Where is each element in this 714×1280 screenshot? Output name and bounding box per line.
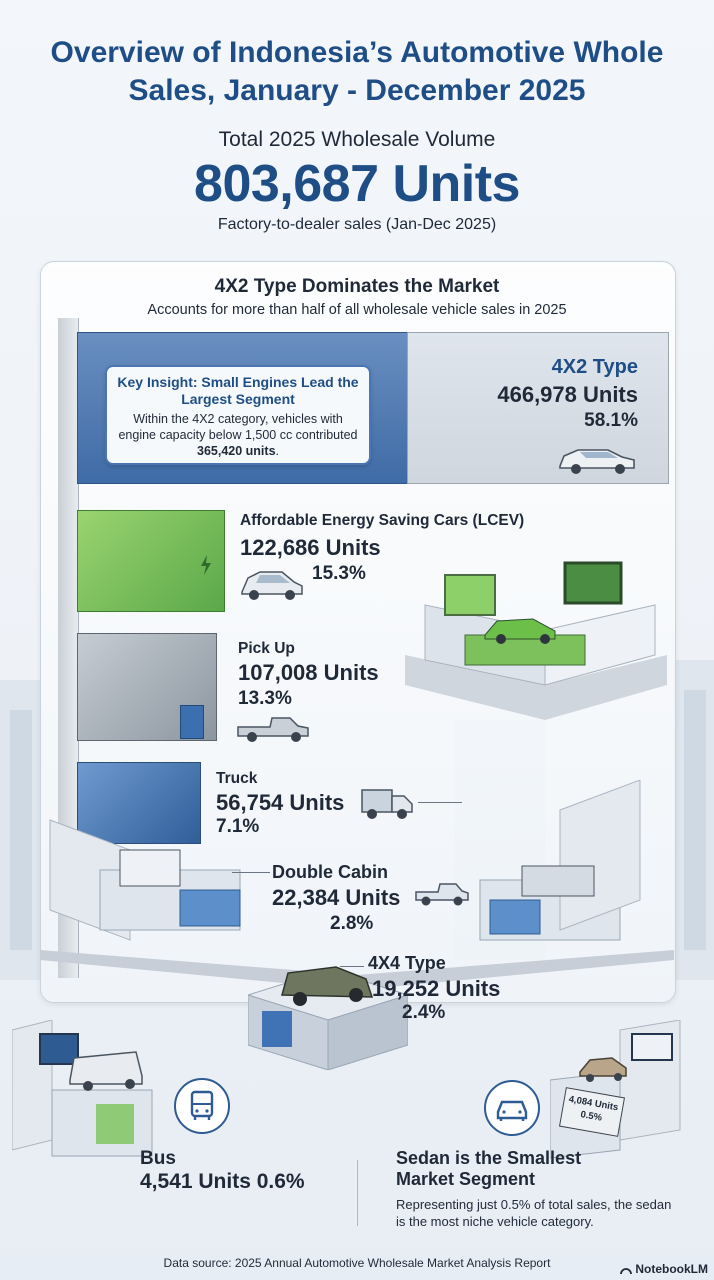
truck-leader-line: [418, 802, 462, 803]
insight-body-value: 365,420 units: [197, 444, 276, 458]
lcev-pct: 15.3%: [312, 563, 366, 584]
pickup-pct: 13.3%: [238, 688, 292, 709]
4x4-units: 19,252 Units: [372, 976, 501, 1001]
bar-4x2-grey: [407, 332, 669, 484]
double-cabin-units: 22,384 Units: [272, 885, 401, 910]
sedan-icon-circle: [484, 1080, 540, 1136]
pickup-icon: [237, 717, 309, 742]
key-insight-box: Key Insight: Small Engines Lead the Larg…: [105, 365, 371, 465]
type-4x2-units: 466,978 Units: [497, 382, 638, 407]
data-source: Data source: 2025 Annual Automotive Whol…: [163, 1256, 551, 1270]
section-subtitle: Accounts for more than half of all whole…: [147, 302, 567, 318]
bus-name: Bus: [140, 1148, 176, 1169]
notebooklm-brand: NotebookLM: [620, 1262, 708, 1276]
total-caption: Factory-to-dealer sales (Jan-Dec 2025): [217, 216, 497, 233]
showroom-floor-illustration: [40, 780, 674, 990]
notebooklm-logo-icon: [620, 1268, 632, 1274]
bus-icon-circle: [174, 1078, 230, 1134]
insight-body-text: Within the 4X2 category, vehicles with e…: [118, 412, 358, 442]
bus-units-pct: 4,541 Units 0.6%: [140, 1170, 305, 1193]
truck-icon: [361, 789, 413, 819]
insight-body-suffix: .: [275, 444, 279, 458]
insight-body: Within the 4X2 category, vehicles with e…: [107, 411, 369, 459]
insight-title: Key Insight: Small Engines Lead the Larg…: [117, 374, 359, 407]
sedan-description: Representing just 0.5% of total sales, t…: [396, 1197, 672, 1229]
sedan-title: Sedan is the Smallest Market Segment: [396, 1148, 582, 1189]
sedan-icon: [496, 1100, 528, 1121]
lcev-car-icon: [241, 571, 303, 600]
type-4x2-pct: 58.1%: [584, 410, 638, 431]
pickup-name: Pick Up: [238, 640, 295, 657]
4x4-leader-line: [340, 966, 364, 967]
brand-name: NotebookLM: [635, 1262, 708, 1276]
lcev-block: [77, 510, 225, 612]
lightning-icon: [201, 555, 211, 575]
bottom-divider: [357, 1160, 358, 1226]
type-4x2-name: 4X2 Type: [551, 356, 638, 378]
double-cabin-name: Double Cabin: [272, 862, 388, 882]
section-title: 4X2 Type Dominates the Market: [214, 276, 500, 297]
truck-name: Truck: [216, 770, 258, 787]
total-value: 803,687 Units: [194, 155, 520, 213]
pickup-block-door: [180, 705, 204, 739]
total-label: Total 2025 Wholesale Volume: [218, 128, 496, 151]
page-title: Overview of Indonesia’s Automotive Whole…: [50, 36, 664, 107]
lcev-units: 122,686 Units: [240, 535, 381, 560]
pickup-units: 107,008 Units: [238, 660, 379, 685]
double-cabin-leader-line: [232, 872, 270, 873]
truck-pct: 7.1%: [216, 816, 260, 837]
4x4-pct: 2.4%: [402, 1002, 446, 1023]
lcev-showroom-illustration: [405, 561, 667, 720]
double-cabin-pct: 2.8%: [330, 913, 374, 934]
4x4-name: 4X4 Type: [368, 953, 446, 973]
suv-icon: [559, 449, 635, 474]
lcev-name: Affordable Energy Saving Cars (LCEV): [240, 512, 525, 529]
bus-icon: [190, 1090, 214, 1120]
double-cabin-icon: [415, 883, 469, 906]
truck-units: 56,754 Units: [216, 790, 345, 815]
4x4-podium-illustration: [248, 966, 408, 1070]
bus-kiosk-illustration: [12, 1020, 153, 1157]
truck-block: [77, 762, 201, 844]
